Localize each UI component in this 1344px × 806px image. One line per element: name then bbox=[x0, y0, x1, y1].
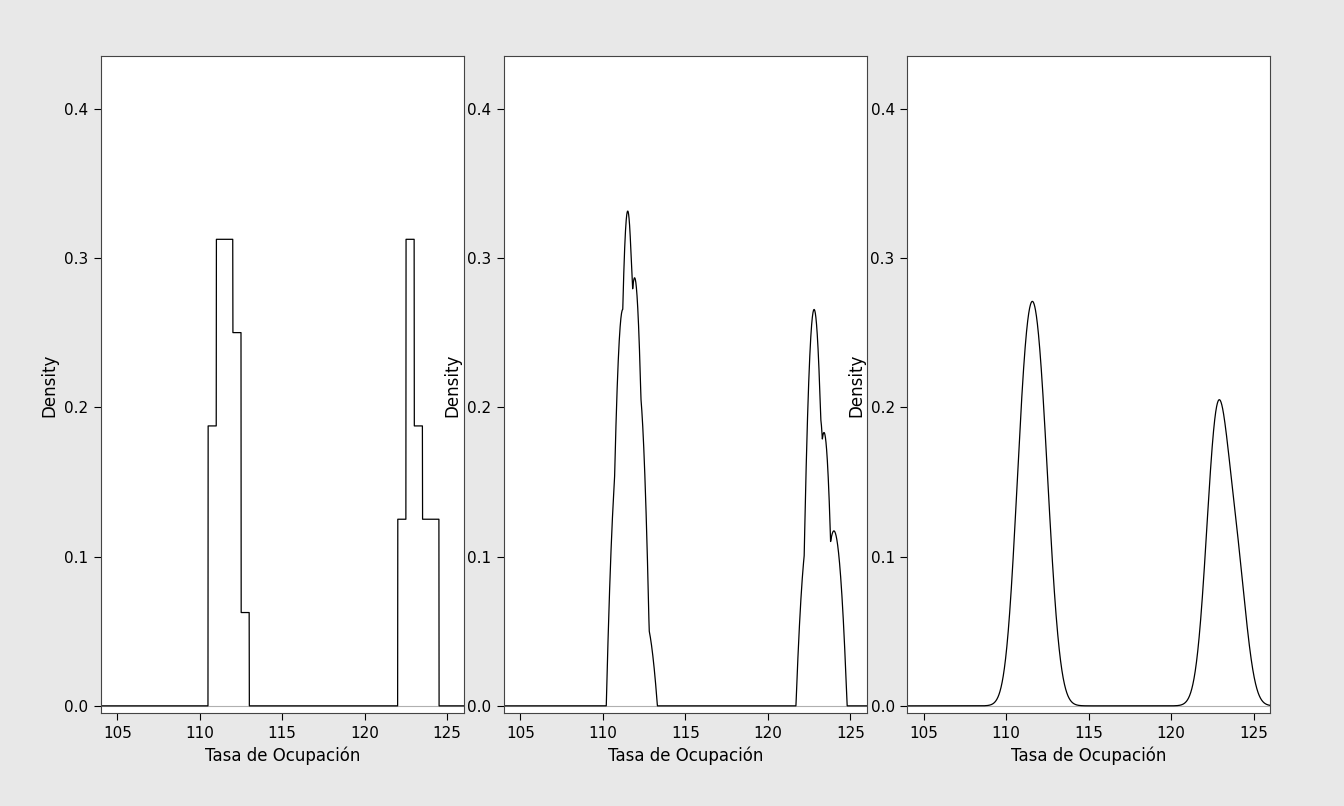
Y-axis label: Density: Density bbox=[40, 353, 59, 417]
Y-axis label: Density: Density bbox=[847, 353, 866, 417]
X-axis label: Tasa de Ocupación: Tasa de Ocupación bbox=[204, 746, 360, 765]
Y-axis label: Density: Density bbox=[444, 353, 462, 417]
X-axis label: Tasa de Ocupación: Tasa de Ocupación bbox=[607, 746, 763, 765]
X-axis label: Tasa de Ocupación: Tasa de Ocupación bbox=[1011, 746, 1167, 765]
